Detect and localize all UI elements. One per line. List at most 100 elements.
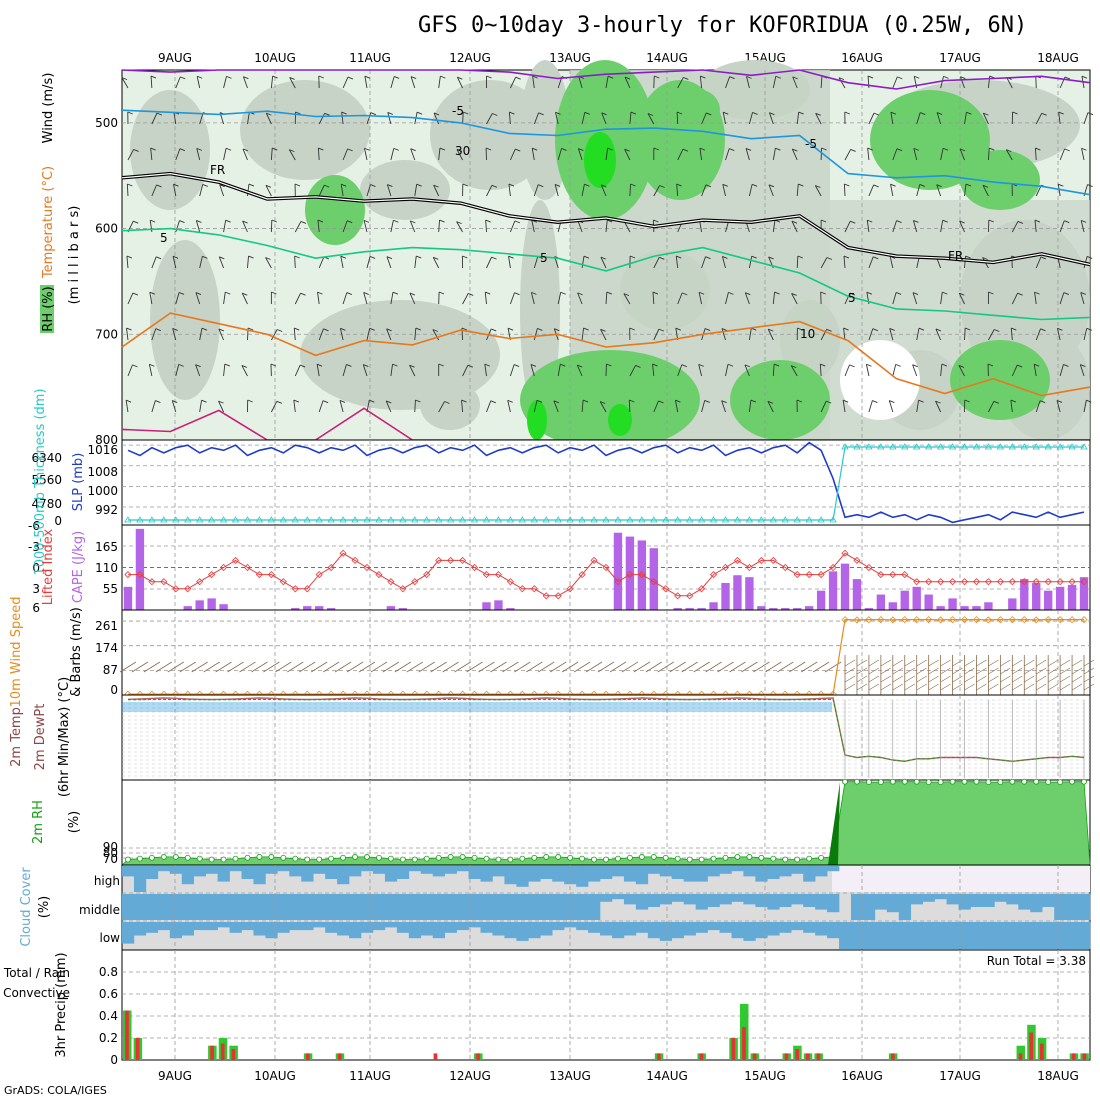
wind-barb-flag	[935, 400, 941, 404]
wind-barb-flag	[890, 111, 897, 115]
wind-barb	[844, 292, 851, 305]
cloud-low-bar	[659, 922, 673, 941]
cape-bar	[757, 606, 766, 610]
rh-legend-swatch	[40, 285, 54, 333]
wind-barb	[748, 256, 753, 269]
rh2m-point	[435, 854, 442, 861]
rh2m-point	[483, 855, 490, 862]
wind-barb	[1010, 400, 1013, 413]
top-date-12AUG: 12AUG	[449, 51, 491, 65]
isotherm--5	[121, 109, 1091, 196]
wind-barb	[721, 400, 726, 413]
lifted-index-point	[279, 578, 287, 586]
contour-label-7: 30	[455, 144, 470, 158]
wind-barb-flag	[775, 75, 781, 79]
cloud-low-bar	[122, 922, 135, 944]
surface-barb-flag	[1071, 667, 1083, 675]
cape-bars	[123, 528, 1089, 610]
wind-barb	[677, 149, 684, 161]
wind-barb-flag	[774, 291, 780, 295]
lifted-index-point	[411, 578, 419, 586]
cloud-low-bar	[611, 922, 625, 939]
wind-barb	[767, 328, 774, 341]
cape-bar	[195, 600, 204, 610]
surface-barb	[514, 661, 531, 673]
wind-barb	[270, 401, 278, 413]
wind-tick-1: 261	[95, 619, 118, 633]
lifted-index-point	[554, 592, 562, 600]
wind-barb	[486, 113, 493, 125]
cape-bar	[386, 606, 396, 610]
wind-barb-flag	[386, 256, 393, 260]
wind-barb	[1006, 77, 1013, 89]
wind-barb-flag	[243, 76, 249, 80]
wind-barb	[1083, 328, 1088, 341]
wind-barb	[912, 220, 918, 233]
wind-barb	[294, 364, 301, 377]
cape-bar	[888, 602, 897, 610]
precip-conv-bar	[742, 1027, 746, 1060]
rh2m-point	[842, 778, 848, 785]
wind-barb	[892, 148, 898, 161]
wind-barb	[820, 400, 827, 413]
thickness-point	[685, 516, 694, 523]
thickness-point	[733, 516, 742, 523]
wind-barb	[629, 112, 632, 125]
wind-barb-flag	[485, 291, 491, 295]
lifted-index-point	[482, 571, 491, 579]
rh2m-point	[746, 854, 753, 860]
cloud-middle-bar	[1078, 894, 1091, 920]
wind-barb-flag	[1057, 327, 1063, 331]
cloud-low-bar	[1066, 922, 1079, 949]
surface-barb	[179, 661, 196, 673]
wind-barb	[629, 365, 636, 377]
cloud-middle-bar	[205, 894, 218, 920]
cape-bar	[769, 608, 778, 610]
cloud-high-bar	[659, 866, 673, 877]
wind-barb-flag	[989, 147, 995, 151]
lifted-index-point	[363, 563, 371, 572]
wind-barb-flag	[392, 291, 399, 295]
lifted-index-point	[686, 592, 694, 600]
wind-barb-flag	[1058, 183, 1064, 187]
wind-barb	[241, 365, 248, 377]
wind-barb-flag	[913, 220, 919, 223]
wind-barb-flag	[1081, 147, 1087, 151]
wind-barb-flag	[653, 147, 659, 151]
ylabel-slp: SLP (mb)	[71, 453, 86, 512]
wind-barb-flag	[873, 184, 879, 188]
wind-barb	[363, 292, 368, 305]
li-tick-2: -3	[28, 540, 40, 554]
wind-speed-point	[925, 616, 933, 624]
wind-barb-flag	[364, 147, 370, 151]
wind-barb-flag	[370, 184, 376, 187]
wind-barb	[247, 256, 249, 269]
wind-barb	[843, 256, 846, 269]
thickness-point	[853, 443, 861, 450]
rh2m-point	[1081, 778, 1087, 785]
surface-barb-flag	[1012, 675, 1023, 683]
cloud-middle-bar	[122, 894, 135, 920]
wind-barb	[892, 76, 898, 89]
lifted-index-point	[913, 578, 921, 586]
wind-barb	[461, 400, 464, 413]
thickness-point	[136, 516, 144, 523]
surface-barb-flag	[904, 675, 915, 683]
cloud-middle-bar	[241, 894, 254, 920]
wind-barb-flag	[873, 256, 879, 260]
cape-tick-3: 55	[103, 582, 118, 596]
wind-barb	[175, 292, 180, 305]
wind-barb	[509, 292, 515, 305]
rh2m-point	[399, 856, 406, 863]
wind-barb-flag	[867, 75, 874, 79]
wind-barb-flag	[722, 183, 728, 187]
thickness-point	[984, 443, 993, 450]
wind-barb-flag	[346, 364, 352, 367]
wind-barb	[218, 256, 225, 269]
cloud-low-bar	[456, 922, 469, 931]
rh2m-spike	[828, 782, 840, 865]
thickness-point	[243, 516, 252, 523]
ylabel-convective: Convective	[3, 986, 70, 1000]
wind-barb	[390, 76, 395, 89]
